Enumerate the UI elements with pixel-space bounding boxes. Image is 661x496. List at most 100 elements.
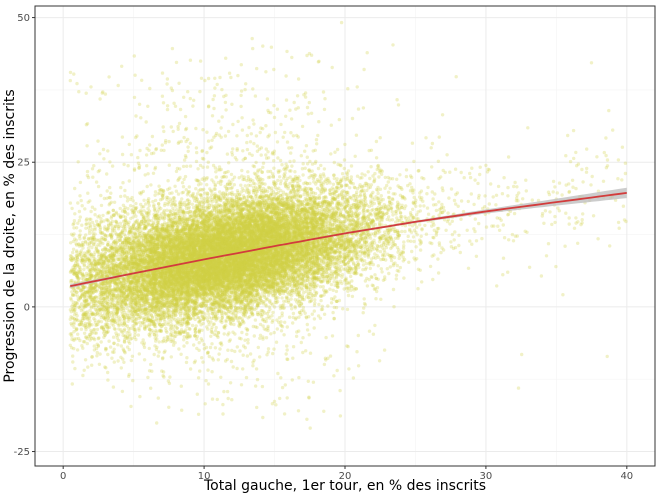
data-point [146,375,150,380]
data-point [414,245,418,249]
data-point [70,269,74,273]
data-point [149,290,154,294]
data-point [222,269,226,274]
data-point [107,318,111,323]
data-point [149,254,153,258]
data-point [110,164,115,168]
data-point [222,332,226,336]
data-point [186,283,190,288]
data-point [501,223,505,227]
data-point [362,213,366,217]
data-point [322,409,326,413]
data-point [198,369,202,373]
data-point [232,281,236,286]
data-point [133,310,138,314]
data-point [297,375,301,380]
data-point [203,241,208,245]
data-point [198,89,202,94]
data-point [264,194,268,198]
data-point [190,265,195,269]
data-point [291,356,295,360]
data-point [232,273,237,277]
data-point [160,254,164,259]
data-point [218,226,223,230]
data-point [407,260,411,264]
data-point [78,215,83,219]
data-point [226,243,230,248]
data-point [179,282,183,287]
data-point [242,257,247,261]
data-point [200,238,205,243]
data-point [260,221,264,225]
data-point [167,405,171,409]
data-point [82,316,86,321]
data-point [185,164,189,168]
data-point [101,213,105,218]
data-point [186,269,190,274]
data-point [142,285,146,289]
data-point [245,133,249,138]
data-point [329,282,334,287]
data-point [294,334,299,338]
data-point [345,218,349,222]
data-point [245,332,249,336]
data-point [240,128,245,132]
data-point [303,216,307,221]
data-point [296,77,301,81]
data-point [264,336,269,340]
data-point [409,230,414,234]
data-point [275,204,279,209]
data-point [391,287,396,292]
data-point [425,192,429,196]
data-point [166,224,170,228]
data-point [436,226,441,231]
data-point [150,262,154,267]
data-point [219,375,223,379]
data-point [571,128,576,133]
data-point [301,350,305,355]
data-point [111,335,116,339]
data-point [180,408,184,412]
data-point [79,327,84,331]
data-point [203,271,208,275]
data-point [270,252,274,256]
data-point [140,78,144,83]
data-point [143,173,147,177]
data-point [220,297,224,302]
data-point [276,156,280,160]
data-point [290,260,294,264]
data-point [156,396,160,400]
data-point [75,81,79,86]
data-point [154,347,159,352]
data-point [144,290,149,294]
data-point [137,102,142,107]
data-point [198,281,202,285]
data-point [322,362,327,367]
data-point [276,371,280,376]
data-point [89,269,93,273]
data-point [247,294,251,298]
data-point [163,141,168,145]
data-point [266,324,270,329]
data-point [120,64,124,69]
data-point [256,345,260,350]
data-point [167,279,172,283]
data-point [181,271,186,275]
data-point [457,233,461,237]
data-point [361,263,366,267]
data-point [266,217,270,221]
data-point [282,412,287,416]
data-point [199,296,203,300]
data-point [201,128,205,132]
data-point [429,146,433,150]
data-point [328,354,333,358]
data-point [168,238,172,242]
data-point [328,255,332,259]
data-point [185,216,189,220]
data-point [320,213,324,217]
data-point [243,87,247,92]
data-point [239,104,243,109]
data-point [174,284,178,289]
data-point [134,114,138,118]
data-point [151,199,155,204]
